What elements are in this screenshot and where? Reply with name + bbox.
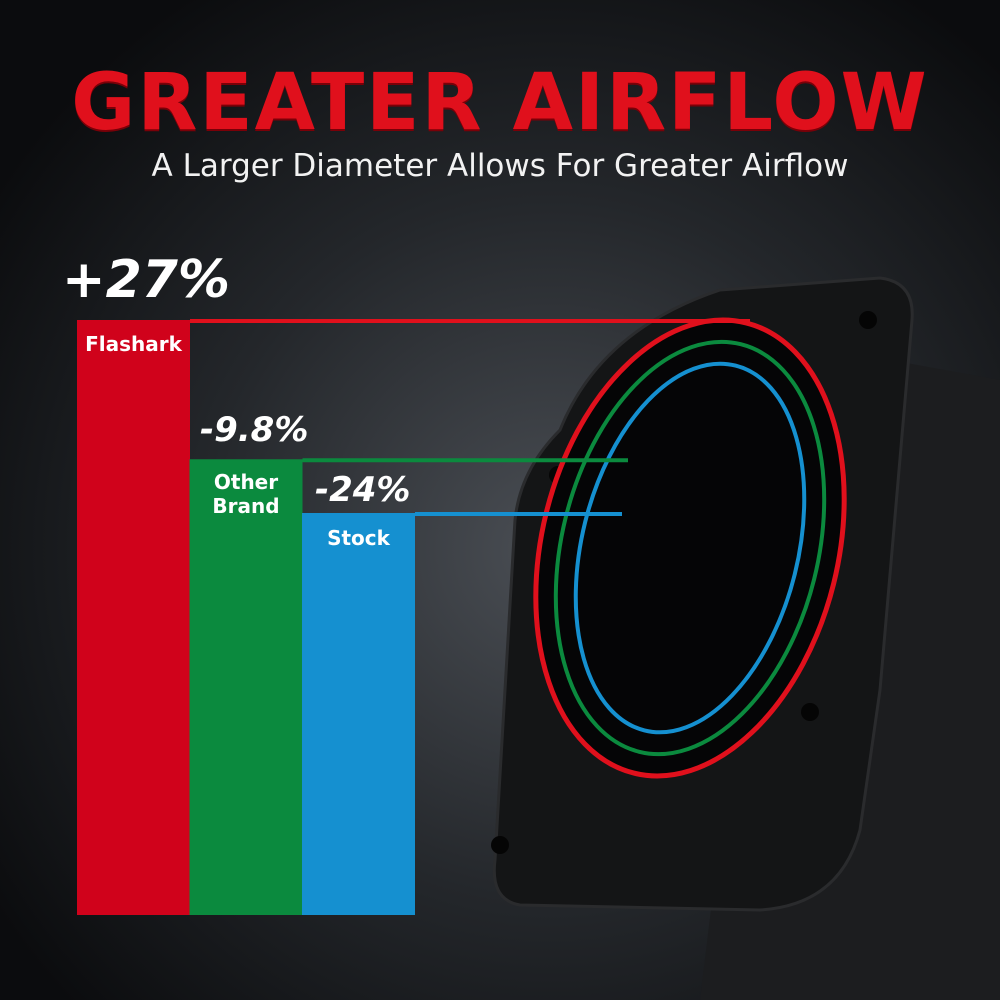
stock-bar-label: Stock: [327, 526, 390, 550]
other-brand-value-label: -9.8%: [200, 410, 309, 450]
other-brand-ring: [553, 339, 827, 757]
bar-stock: [302, 513, 415, 915]
bolt-hole: [801, 703, 819, 721]
flashark-value-label: +27%: [62, 250, 231, 310]
stock-ring: [573, 361, 807, 735]
other-brand-text: Other Brand: [212, 470, 280, 518]
bar-flashark: [77, 320, 190, 915]
bar-other-brand: [189, 459, 303, 915]
stock-value-label: -24%: [315, 470, 411, 510]
bolt-hole: [491, 836, 509, 854]
other-brand-bar-label: Other Brand: [190, 470, 302, 518]
flashark-bar-label: Flashark: [85, 332, 182, 356]
subheadline: A Larger Diameter Allows For Greater Air…: [151, 148, 849, 184]
throttle-body-illustration: [491, 276, 1000, 1000]
bolt-hole: [859, 311, 877, 329]
headline: GREATER AIRFLOW: [71, 58, 929, 148]
